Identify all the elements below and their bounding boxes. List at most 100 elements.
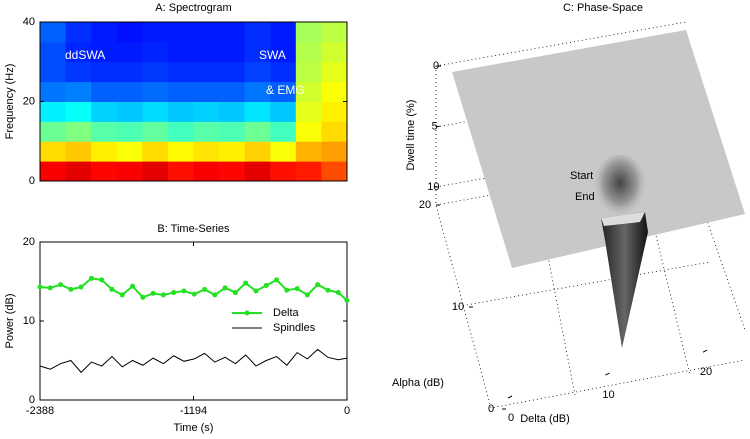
surface-rim bbox=[601, 212, 645, 226]
heatmap-cell bbox=[91, 41, 118, 63]
heatmap-cell bbox=[193, 22, 220, 43]
heatmap-cell bbox=[219, 81, 246, 102]
heatmap-cell bbox=[167, 101, 194, 122]
x-axis-label: Time (s) bbox=[174, 422, 214, 434]
series-marker bbox=[37, 284, 43, 290]
heatmap-cell bbox=[193, 121, 220, 142]
x-axis-label: Delta (dB) bbox=[520, 413, 570, 425]
heatmap-cell bbox=[65, 22, 92, 43]
annotation: & EMG bbox=[266, 83, 305, 97]
heatmap-cell bbox=[167, 161, 194, 182]
y-tick-label: 20 bbox=[419, 199, 431, 211]
series-marker bbox=[78, 284, 84, 290]
heatmap-cell bbox=[295, 141, 322, 162]
heatmap-cell bbox=[193, 141, 220, 162]
series-marker bbox=[222, 285, 228, 291]
plot-frame bbox=[39, 241, 348, 401]
series-marker bbox=[47, 285, 53, 291]
heatmap-cell bbox=[193, 101, 220, 122]
heatmap-cell bbox=[321, 101, 348, 122]
heatmap-cell bbox=[270, 121, 297, 142]
series-marker bbox=[263, 282, 269, 288]
heatmap-cell bbox=[91, 81, 118, 102]
series-marker bbox=[325, 287, 331, 293]
x-tick-label: 0 bbox=[508, 412, 514, 424]
series-marker bbox=[140, 294, 146, 300]
heatmap-cell bbox=[65, 141, 92, 162]
heatmap-cell bbox=[116, 22, 143, 43]
heatmap-cell bbox=[295, 41, 322, 63]
heatmap-cell bbox=[321, 141, 348, 162]
series-marker bbox=[109, 286, 115, 292]
series-marker bbox=[119, 292, 125, 298]
heatmap-cell bbox=[295, 101, 322, 122]
heatmap-cell bbox=[321, 161, 348, 182]
heatmap-cell bbox=[40, 141, 67, 162]
y-tick-label: 20 bbox=[23, 236, 35, 248]
y-tick-label: 0 bbox=[488, 403, 494, 415]
heatmap-cell bbox=[116, 101, 143, 122]
heatmap-cell bbox=[142, 101, 169, 122]
heatmap-cell bbox=[321, 61, 348, 83]
heatmap-cell bbox=[40, 121, 67, 142]
heatmap-cell bbox=[244, 61, 271, 83]
heatmap-cell bbox=[270, 141, 297, 162]
box-edge bbox=[534, 189, 576, 396]
heatmap-cell bbox=[142, 121, 169, 142]
heatmap-cell bbox=[295, 61, 322, 83]
surface-plane bbox=[452, 30, 745, 268]
y-tick-label: 20 bbox=[23, 95, 35, 107]
heatmap-cell bbox=[40, 101, 67, 122]
heatmap-cell bbox=[65, 41, 92, 63]
y-axis-label: Power (dB) bbox=[4, 293, 16, 348]
heatmap-cell bbox=[219, 161, 246, 182]
series-marker bbox=[191, 291, 197, 297]
z-tick-label: 10 bbox=[427, 181, 439, 193]
heatmap-cell bbox=[270, 61, 297, 83]
series-marker bbox=[253, 288, 259, 294]
heatmap-cell bbox=[40, 81, 67, 102]
series-line bbox=[39, 348, 348, 374]
y-tick-label: 10 bbox=[452, 301, 464, 313]
heatmap-cell bbox=[142, 61, 169, 83]
heatmap-cell bbox=[295, 121, 322, 142]
series-marker bbox=[171, 290, 177, 296]
heatmap-cell bbox=[193, 81, 220, 102]
x-tick-label: 10 bbox=[602, 389, 614, 401]
heatmap-cell bbox=[40, 41, 67, 63]
heatmap-cell bbox=[219, 121, 246, 142]
series-marker bbox=[68, 286, 74, 292]
annotation: SWA bbox=[259, 48, 286, 62]
series-marker bbox=[274, 277, 280, 283]
heatmap-cell bbox=[270, 41, 297, 63]
heatmap-cell bbox=[295, 81, 322, 102]
annotation: ddSWA bbox=[65, 48, 105, 62]
z-tick-label: 0 bbox=[433, 60, 439, 72]
heatmap-cell bbox=[116, 61, 143, 83]
heatmap-cell bbox=[167, 141, 194, 162]
heatmap-cell bbox=[321, 22, 348, 43]
x-tick-label: 0 bbox=[344, 405, 350, 417]
heatmap-cell bbox=[219, 22, 246, 43]
heatmap-cell bbox=[244, 141, 271, 162]
series-marker bbox=[58, 282, 64, 288]
heatmap-cell bbox=[116, 121, 143, 142]
series-marker bbox=[88, 275, 94, 281]
series-marker bbox=[335, 290, 341, 296]
z-tick-label: 5 bbox=[432, 120, 438, 132]
surface-cone bbox=[601, 212, 648, 348]
heatmap-cell bbox=[116, 41, 143, 63]
heatmap-cell bbox=[116, 141, 143, 162]
heatmap-cell bbox=[65, 101, 92, 122]
heatmap-cell bbox=[65, 61, 92, 83]
heatmap-cell bbox=[142, 41, 169, 63]
chart-title: A: Spectrogram bbox=[155, 2, 231, 14]
series-marker bbox=[304, 292, 310, 298]
series-marker bbox=[130, 283, 136, 289]
heatmap-cell bbox=[116, 81, 143, 102]
legend-label: Spindles bbox=[273, 322, 316, 334]
heatmap-cell bbox=[65, 161, 92, 182]
heatmap-cell bbox=[244, 161, 271, 182]
heatmap-cell bbox=[91, 161, 118, 182]
